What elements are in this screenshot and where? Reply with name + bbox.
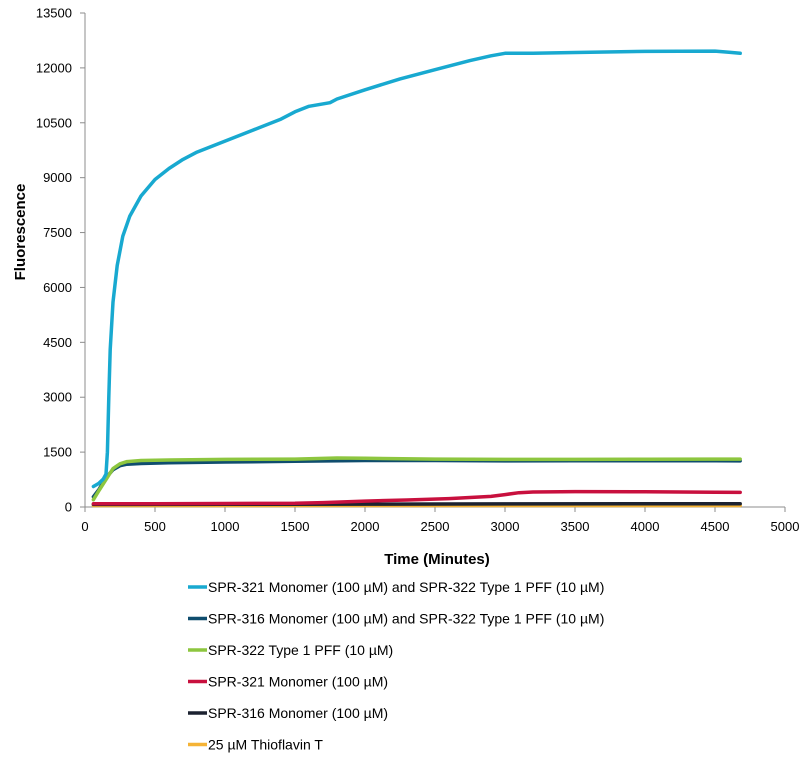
legend-label: 25 µM Thioflavin T [208, 737, 323, 753]
series-line-1 [91, 49, 742, 489]
legend-label: SPR-321 Monomer (100 µM) and SPR-322 Typ… [208, 579, 604, 595]
y-tick-label: 9000 [43, 170, 72, 185]
series-layer [91, 49, 742, 508]
x-tick-label: 4000 [631, 519, 660, 534]
y-tick-label: 13500 [36, 6, 72, 21]
y-tick-label: 3000 [43, 390, 72, 405]
x-tick-label: 3000 [491, 519, 520, 534]
axes: 0 1500 3000 4500 6000 7500 9000 10500 12000 13500… [36, 6, 800, 535]
x-axis-title: Time (Minutes) [384, 551, 490, 568]
y-tick-label: 4500 [43, 335, 72, 350]
x-tick-label: 2500 [421, 519, 450, 534]
y-tick-label: 6000 [43, 280, 72, 295]
legend-label: SPR-322 Type 1 PFF (10 µM) [208, 642, 393, 658]
y-tick-label: 7500 [43, 225, 72, 240]
y-tick-label: 1500 [43, 445, 72, 460]
x-tick-label: 1000 [211, 519, 240, 534]
legend-label: SPR-321 Monomer (100 µM) [208, 674, 388, 690]
x-tick-label: 3500 [561, 519, 590, 534]
series-line-4 [91, 489, 742, 506]
x-tick-label: 2000 [351, 519, 380, 534]
x-tick-label: 0 [81, 519, 88, 534]
x-tick-label: 4500 [701, 519, 730, 534]
x-tick-label: 500 [144, 519, 166, 534]
legend-label: SPR-316 Monomer (100 µM) [208, 705, 388, 721]
y-tick-label: 12000 [36, 60, 72, 75]
series-line-3 [91, 456, 742, 502]
x-tick-label: 1500 [281, 519, 310, 534]
legend: SPR-321 Monomer (100 µM) and SPR-322 Typ… [188, 579, 604, 753]
y-axis-title: Fluorescence [12, 184, 29, 281]
y-tick-label: 0 [65, 500, 72, 515]
x-tick-label: 5000 [771, 519, 800, 534]
y-tick-label: 10500 [36, 115, 72, 130]
legend-label: SPR-316 Monomer (100 µM) and SPR-322 Typ… [208, 611, 604, 627]
